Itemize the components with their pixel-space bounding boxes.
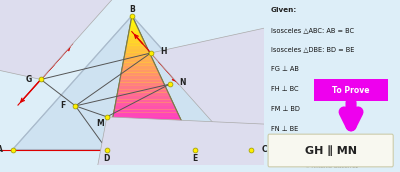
- Text: To Prove: To Prove: [332, 86, 370, 95]
- Polygon shape: [126, 42, 146, 46]
- Polygon shape: [116, 99, 173, 103]
- Polygon shape: [115, 103, 174, 106]
- Text: M: M: [97, 119, 104, 128]
- Polygon shape: [112, 116, 181, 119]
- Polygon shape: [151, 0, 400, 172]
- Polygon shape: [121, 73, 160, 76]
- Polygon shape: [111, 123, 184, 126]
- Polygon shape: [114, 109, 178, 113]
- Polygon shape: [120, 79, 164, 83]
- Text: H: H: [160, 47, 167, 56]
- Text: A: A: [0, 145, 3, 154]
- Polygon shape: [114, 106, 176, 109]
- Polygon shape: [113, 113, 179, 116]
- Text: FM ⊥ BD: FM ⊥ BD: [271, 106, 300, 112]
- Polygon shape: [120, 76, 162, 79]
- Polygon shape: [12, 16, 252, 149]
- FancyBboxPatch shape: [314, 79, 388, 101]
- Polygon shape: [116, 96, 171, 99]
- Polygon shape: [107, 16, 195, 149]
- Polygon shape: [112, 119, 182, 123]
- Text: F: F: [60, 101, 66, 110]
- Polygon shape: [130, 26, 138, 29]
- Polygon shape: [124, 56, 152, 59]
- Polygon shape: [121, 69, 159, 73]
- Polygon shape: [122, 62, 156, 66]
- Polygon shape: [131, 16, 134, 19]
- Polygon shape: [129, 29, 140, 32]
- Polygon shape: [108, 143, 193, 146]
- Polygon shape: [0, 0, 168, 79]
- Text: Given:: Given:: [271, 7, 297, 13]
- Text: B: B: [129, 5, 135, 14]
- Polygon shape: [78, 117, 400, 172]
- Text: FG ⊥ AB: FG ⊥ AB: [271, 66, 299, 72]
- Polygon shape: [125, 49, 149, 52]
- Polygon shape: [108, 139, 192, 143]
- Text: E: E: [192, 154, 198, 163]
- Text: © Antonio Gutierrez: © Antonio Gutierrez: [305, 164, 359, 169]
- Polygon shape: [111, 126, 186, 130]
- Polygon shape: [109, 136, 190, 139]
- Text: FN ⊥ BE: FN ⊥ BE: [271, 126, 298, 132]
- Polygon shape: [118, 86, 166, 89]
- Polygon shape: [127, 39, 144, 42]
- Text: Isosceles △ABC: AB = BC: Isosceles △ABC: AB = BC: [271, 27, 354, 33]
- Text: D: D: [104, 154, 110, 163]
- FancyBboxPatch shape: [268, 134, 393, 167]
- Polygon shape: [110, 130, 187, 133]
- Polygon shape: [128, 32, 142, 36]
- Polygon shape: [126, 46, 148, 49]
- Text: FH ⊥ BC: FH ⊥ BC: [271, 86, 298, 92]
- Polygon shape: [117, 93, 170, 96]
- Text: Isosceles △DBE: BD = BE: Isosceles △DBE: BD = BE: [271, 46, 354, 52]
- Text: N: N: [179, 78, 186, 87]
- Polygon shape: [131, 19, 135, 22]
- Polygon shape: [119, 83, 165, 86]
- Polygon shape: [107, 146, 195, 149]
- Polygon shape: [123, 59, 154, 62]
- Polygon shape: [124, 52, 151, 56]
- Polygon shape: [109, 133, 188, 136]
- Text: G: G: [25, 75, 32, 84]
- Polygon shape: [128, 36, 143, 39]
- Text: C: C: [261, 145, 267, 154]
- Polygon shape: [118, 89, 168, 93]
- Polygon shape: [130, 22, 137, 26]
- Text: GH ∥ MN: GH ∥ MN: [305, 145, 357, 156]
- Polygon shape: [122, 66, 157, 69]
